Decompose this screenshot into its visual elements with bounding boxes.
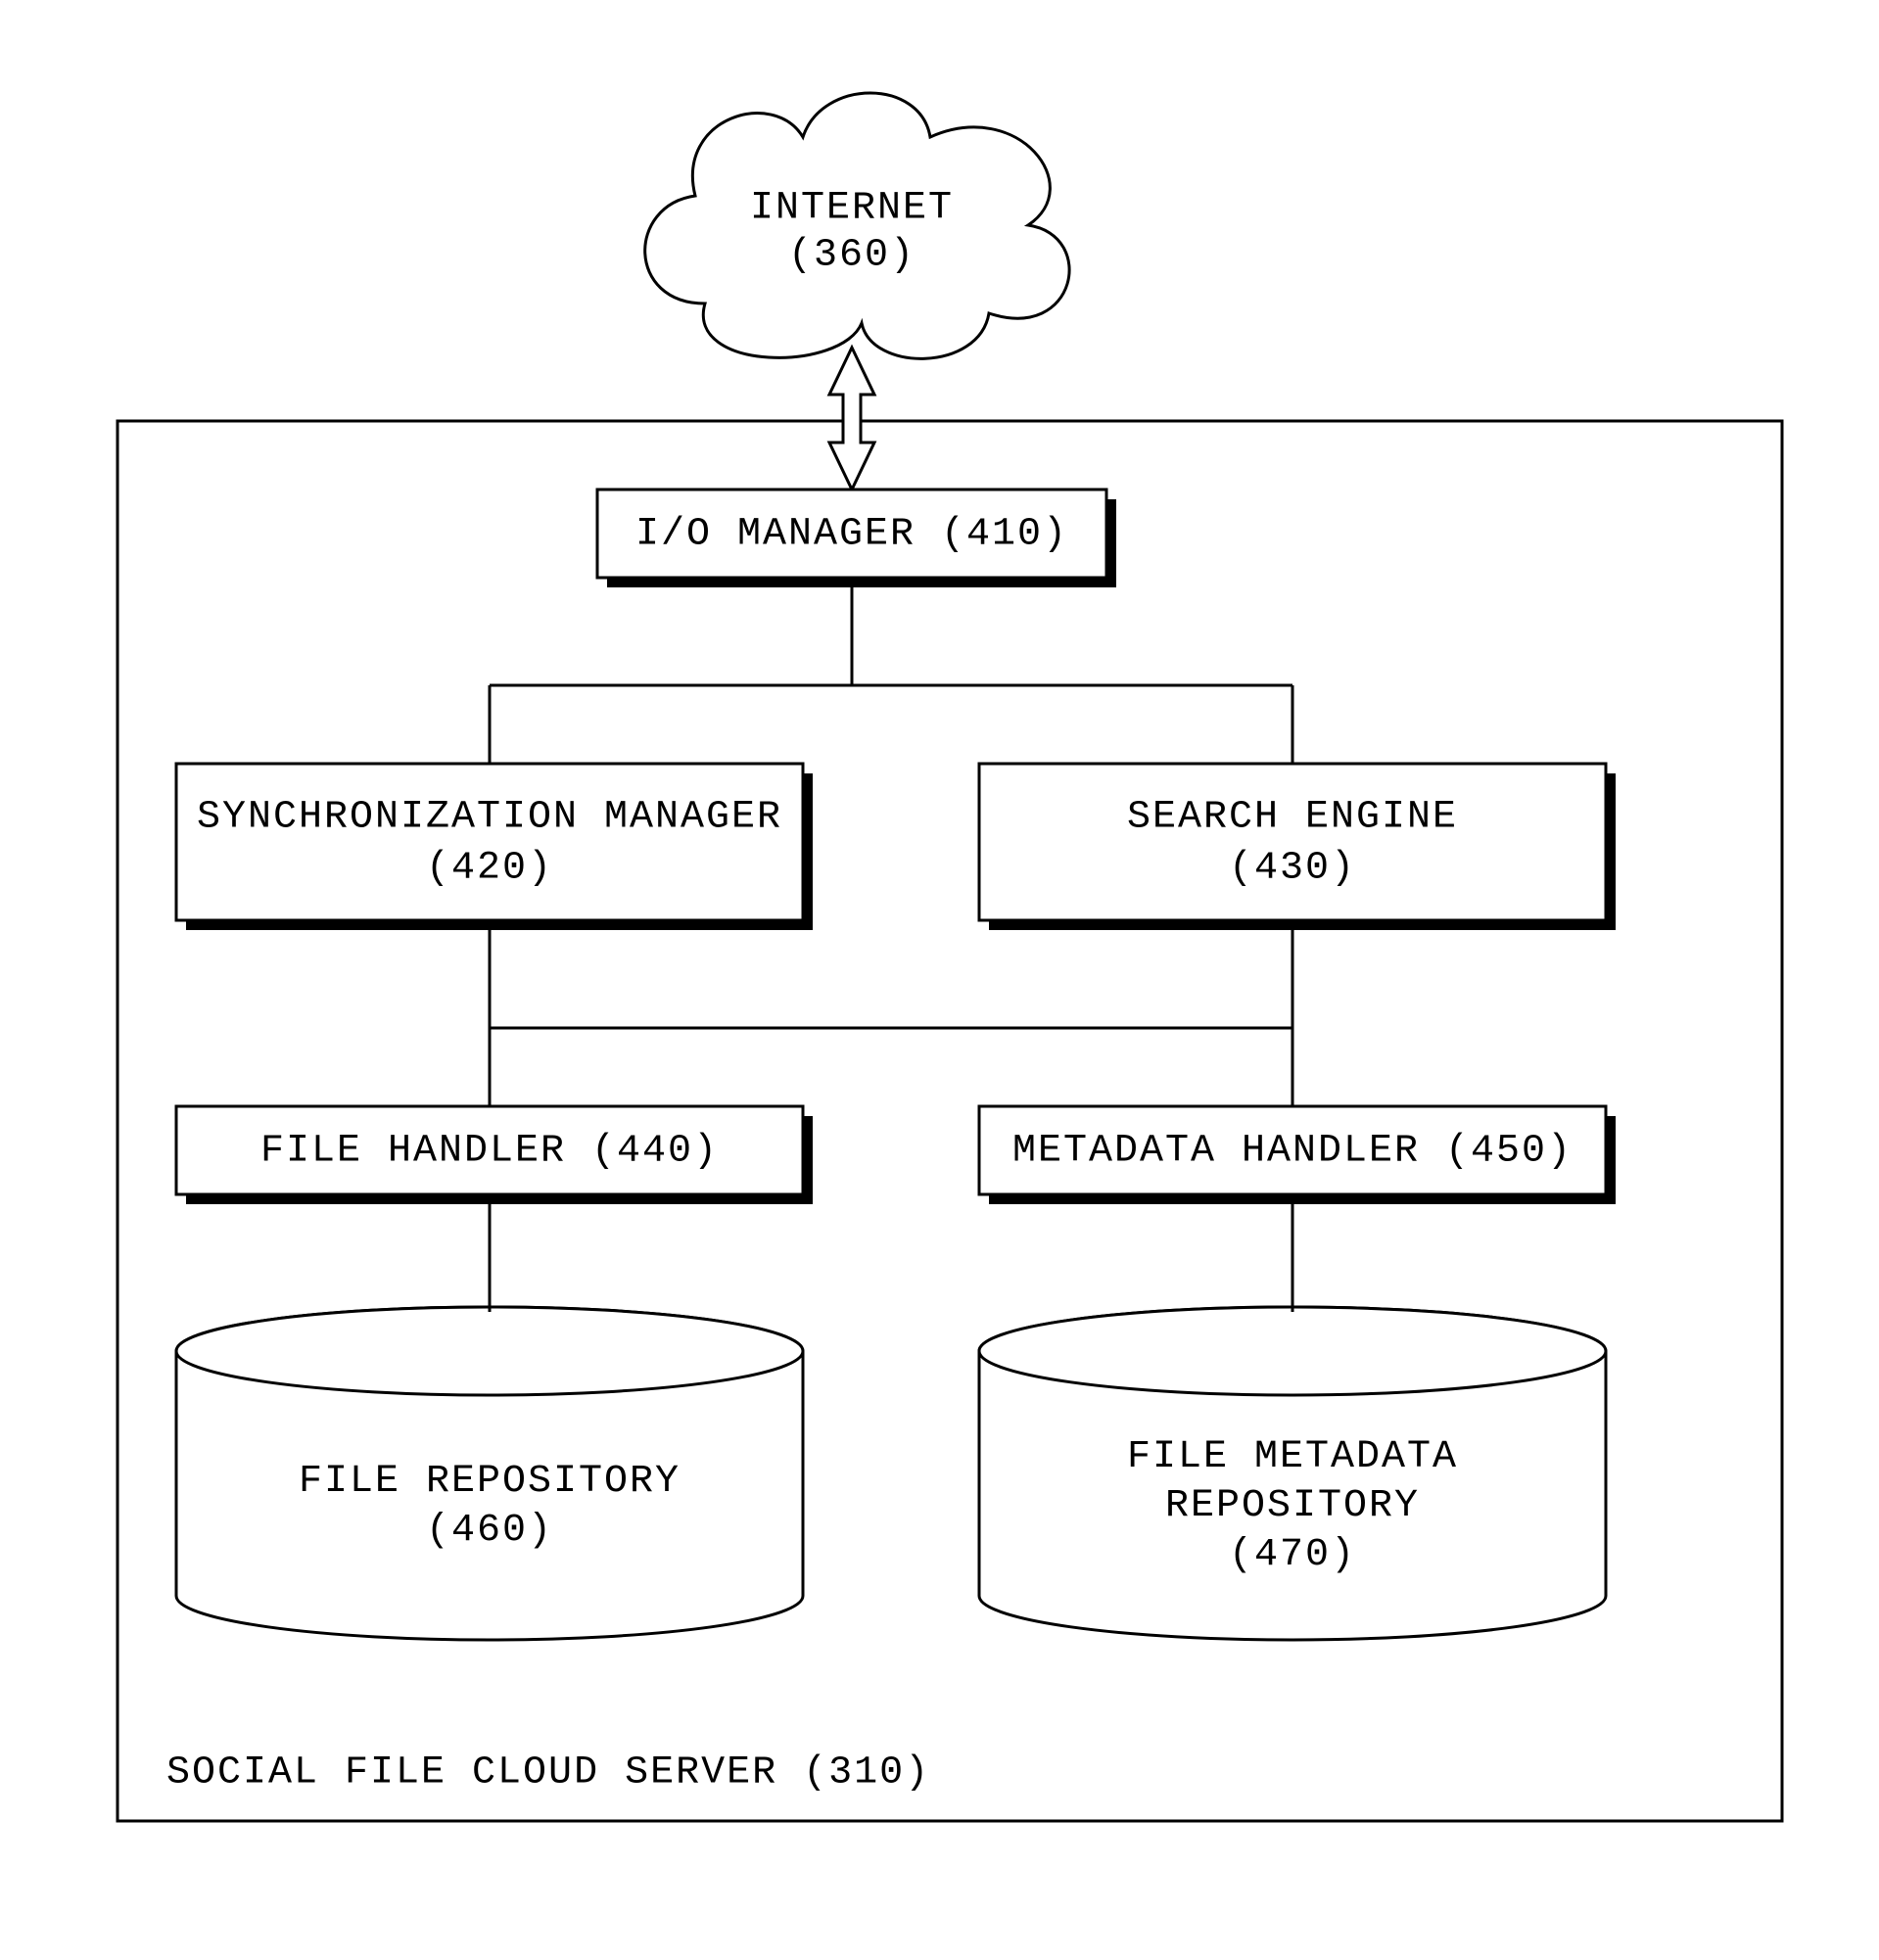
box-label: (430) <box>1229 847 1356 891</box>
cylinder-label: (470) <box>1229 1533 1356 1577</box>
box-label: FILE HANDLER (440) <box>260 1130 719 1174</box>
box-sync-manager: SYNCHRONIZATION MANAGER (420) <box>176 764 813 930</box>
cloud-label-line2: (360) <box>788 234 916 278</box>
cloud-internet: INTERNET (360) <box>645 93 1069 358</box>
box-label: SYNCHRONIZATION MANAGER <box>197 796 782 840</box>
box-search-engine: SEARCH ENGINE (430) <box>979 764 1616 930</box>
cylinder-label: FILE METADATA <box>1127 1435 1458 1479</box>
box-label: I/O MANAGER (410) <box>635 513 1068 557</box>
box-label: (420) <box>426 847 553 891</box>
arrow-cloud-to-io <box>829 348 874 490</box>
box-label: SEARCH ENGINE <box>1127 796 1458 840</box>
cylinder-label: (460) <box>426 1509 553 1553</box>
box-file-handler: FILE HANDLER (440) <box>176 1106 813 1204</box>
cylinder-file-repo: FILE REPOSITORY (460) <box>176 1307 803 1640</box>
cylinder-label: FILE REPOSITORY <box>299 1460 681 1504</box>
box-label: METADATA HANDLER (450) <box>1012 1130 1573 1174</box>
cloud-label-line1: INTERNET <box>750 187 954 231</box>
box-metadata-handler: METADATA HANDLER (450) <box>979 1106 1616 1204</box>
container-label: SOCIAL FILE CLOUD SERVER (310) <box>166 1751 930 1796</box>
cylinder-label: REPOSITORY <box>1165 1484 1420 1528</box>
cylinder-meta-repo: FILE METADATA REPOSITORY (470) <box>979 1307 1606 1640</box>
box-io-manager: I/O MANAGER (410) <box>597 490 1116 587</box>
